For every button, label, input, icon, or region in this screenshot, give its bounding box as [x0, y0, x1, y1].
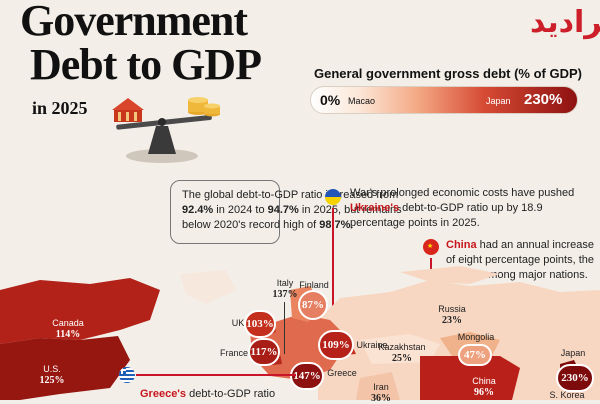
coin-stack-icon	[188, 97, 220, 117]
bubble-ukraine: 109%	[318, 330, 354, 360]
greece-note: Greece's debt-to-GDP ratio	[140, 388, 276, 400]
title-line-1: Government	[20, 0, 248, 45]
label-ukraine: Ukraine	[356, 340, 388, 350]
greece-pointer-line	[136, 374, 296, 376]
legend-title: General government gross debt (% of GDP)	[314, 66, 582, 81]
global-note-frame	[170, 180, 280, 244]
china-flag-icon: ★	[423, 239, 439, 255]
title-line-2: Debt to GDP	[30, 40, 262, 89]
legend-min-label: Macao	[348, 96, 376, 106]
bubble-japan: 230%	[556, 364, 594, 392]
china-region	[420, 356, 520, 400]
label-greece: Greece	[327, 368, 357, 378]
bubble-france: 117%	[248, 338, 280, 366]
label-mongolia: Mongolia	[457, 332, 495, 342]
bubble-uk: 103%	[244, 310, 276, 338]
bubble-finland: 87%	[298, 290, 328, 320]
bubble-greece: 147%	[290, 362, 324, 390]
label-kazakhstan: Kazakhstan 25%	[378, 342, 426, 364]
ukraine-note: War's prolonged economic costs have push…	[350, 187, 575, 229]
label-france: France	[219, 348, 248, 358]
label-uk: UK	[231, 318, 245, 328]
label-iran: Iran 36%	[371, 382, 391, 404]
global-note: The global debt-to-GDP ratio increased f…	[182, 189, 402, 231]
iran-region	[356, 372, 400, 400]
label-canada: Canada 114%	[52, 318, 84, 340]
ukraine-pointer-line	[332, 208, 334, 334]
legend-color-scale	[310, 86, 578, 114]
svg-text:★: ★	[427, 242, 433, 250]
label-russia: Russia 23%	[438, 304, 466, 326]
label-japan: Japan	[560, 348, 586, 358]
greece-flag-icon	[119, 367, 135, 383]
page-subtitle: in 2025	[32, 98, 88, 118]
watermark-logo: فرادید	[530, 5, 600, 40]
legend-min-value: 0%	[320, 92, 341, 108]
label-finland: Finland	[299, 280, 329, 290]
balance-scale-illustration	[112, 97, 220, 163]
ukraine-flag-icon	[325, 189, 341, 205]
canada-region	[0, 278, 160, 344]
legend-max-value: 230%	[524, 91, 563, 108]
label-china: China 96%	[472, 376, 496, 398]
label-us: U.S. 125%	[39, 364, 65, 386]
scale-base-icon	[148, 126, 176, 154]
label-skorea: S. Korea	[549, 390, 585, 400]
bubble-mongolia: 47%	[458, 344, 492, 366]
legend-max-label: Japan	[486, 96, 511, 106]
us-region	[0, 336, 130, 400]
label-italy: Italy 137%	[272, 278, 298, 300]
